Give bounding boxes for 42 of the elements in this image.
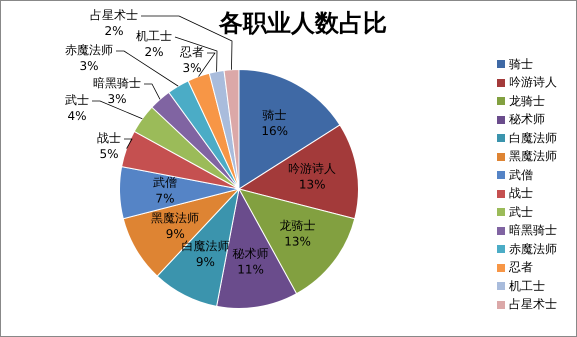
slice-label: 武僧 — [152, 175, 177, 190]
data-label: 7% — [155, 191, 174, 206]
slice-label: 赤魔法师 — [65, 43, 113, 58]
legend-label: 暗黑骑士 — [508, 222, 557, 240]
legend-label: 武僧 — [508, 166, 534, 184]
slice-label: 暗黑骑士 — [93, 76, 141, 90]
data-label: 2% — [104, 24, 124, 38]
legend-label: 赤魔法师 — [508, 240, 557, 258]
data-label: 4% — [67, 109, 87, 124]
legend-label: 战士 — [508, 185, 534, 202]
data-label: 11% — [237, 262, 264, 276]
legend-label: 忍者 — [508, 259, 534, 276]
data-label: 3% — [107, 92, 127, 106]
data-label: 3% — [182, 61, 202, 76]
legend-label: 吟游诗人 — [508, 74, 557, 92]
data-label: 5% — [99, 147, 119, 162]
legend-label: 占星术士 — [508, 296, 557, 314]
slice-label: 战士 — [97, 131, 121, 146]
data-label: 13% — [284, 234, 311, 249]
data-label: 2% — [144, 45, 164, 60]
slice-label: 秘术师 — [232, 246, 269, 260]
slice-label: 武士 — [65, 93, 89, 108]
legend-label: 骑士 — [508, 56, 534, 73]
data-label: 3% — [79, 59, 99, 74]
slice-label: 机工士 — [136, 29, 172, 44]
data-label: 9% — [196, 255, 215, 270]
slice-label: 黑魔法师 — [151, 210, 200, 225]
legend-label: 武士 — [508, 204, 534, 221]
legend-label: 机工士 — [508, 278, 546, 295]
slice-label: 吟游诗人 — [288, 162, 336, 176]
legend-label: 白魔法师 — [508, 130, 557, 147]
legend-label: 秘术师 — [508, 111, 546, 128]
slice-label: 占星术士 — [90, 8, 138, 22]
chart-title: 各职业人数占比 — [219, 9, 387, 37]
slice-label: 骑士 — [262, 108, 287, 122]
legend-label: 黑魔法师 — [508, 148, 557, 166]
slice-label: 龙骑士 — [280, 218, 316, 233]
legend-label: 龙骑士 — [508, 92, 546, 110]
data-label: 16% — [261, 124, 288, 138]
data-label: 9% — [166, 226, 185, 241]
slice-label: 忍者 — [179, 45, 204, 60]
data-label: 13% — [298, 178, 326, 192]
